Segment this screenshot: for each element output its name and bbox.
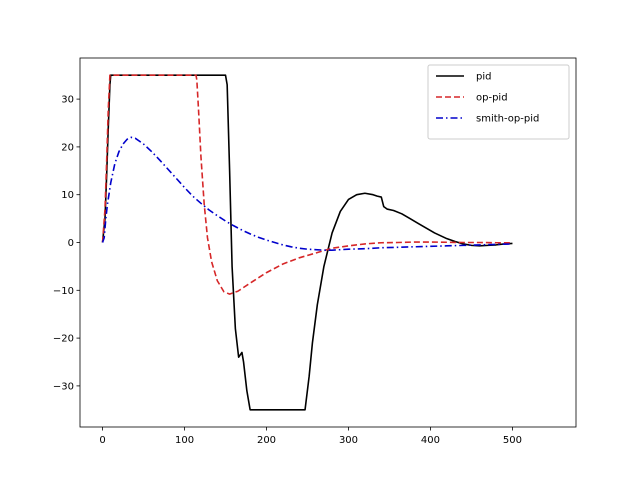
series-line-smith-op-pid [101,136,513,251]
x-tick-label: 300 [339,435,358,446]
legend-label-smith-op-pid: smith-op-pid [476,114,539,125]
legend-label-pid: pid [476,72,491,83]
legend-box [427,64,570,140]
y-tick-label: 20 [61,142,74,153]
x-tick-label: 400 [421,435,440,446]
axes-layer: 0 100 200 300 400 500 −30 −20 −10 0 10 20 30 [53,57,577,446]
y-tick-label: 0 [68,238,74,249]
x-tick-label: 100 [175,435,194,446]
legend: pid op-pid smith-op-pid [427,64,570,140]
x-tick-label: 200 [257,435,276,446]
x-tick-label: 500 [503,435,522,446]
y-tick-label: −20 [53,334,74,345]
plot-layer [101,74,513,411]
legend-label-op-pid: op-pid [476,93,508,104]
y-tick-label: 10 [61,190,74,201]
y-tick-label: 30 [61,95,74,106]
y-tick-label: −10 [53,286,74,297]
series-line-op-pid [101,74,513,295]
y-tick-label: −30 [53,381,74,392]
x-tick-label: 0 [99,435,105,446]
